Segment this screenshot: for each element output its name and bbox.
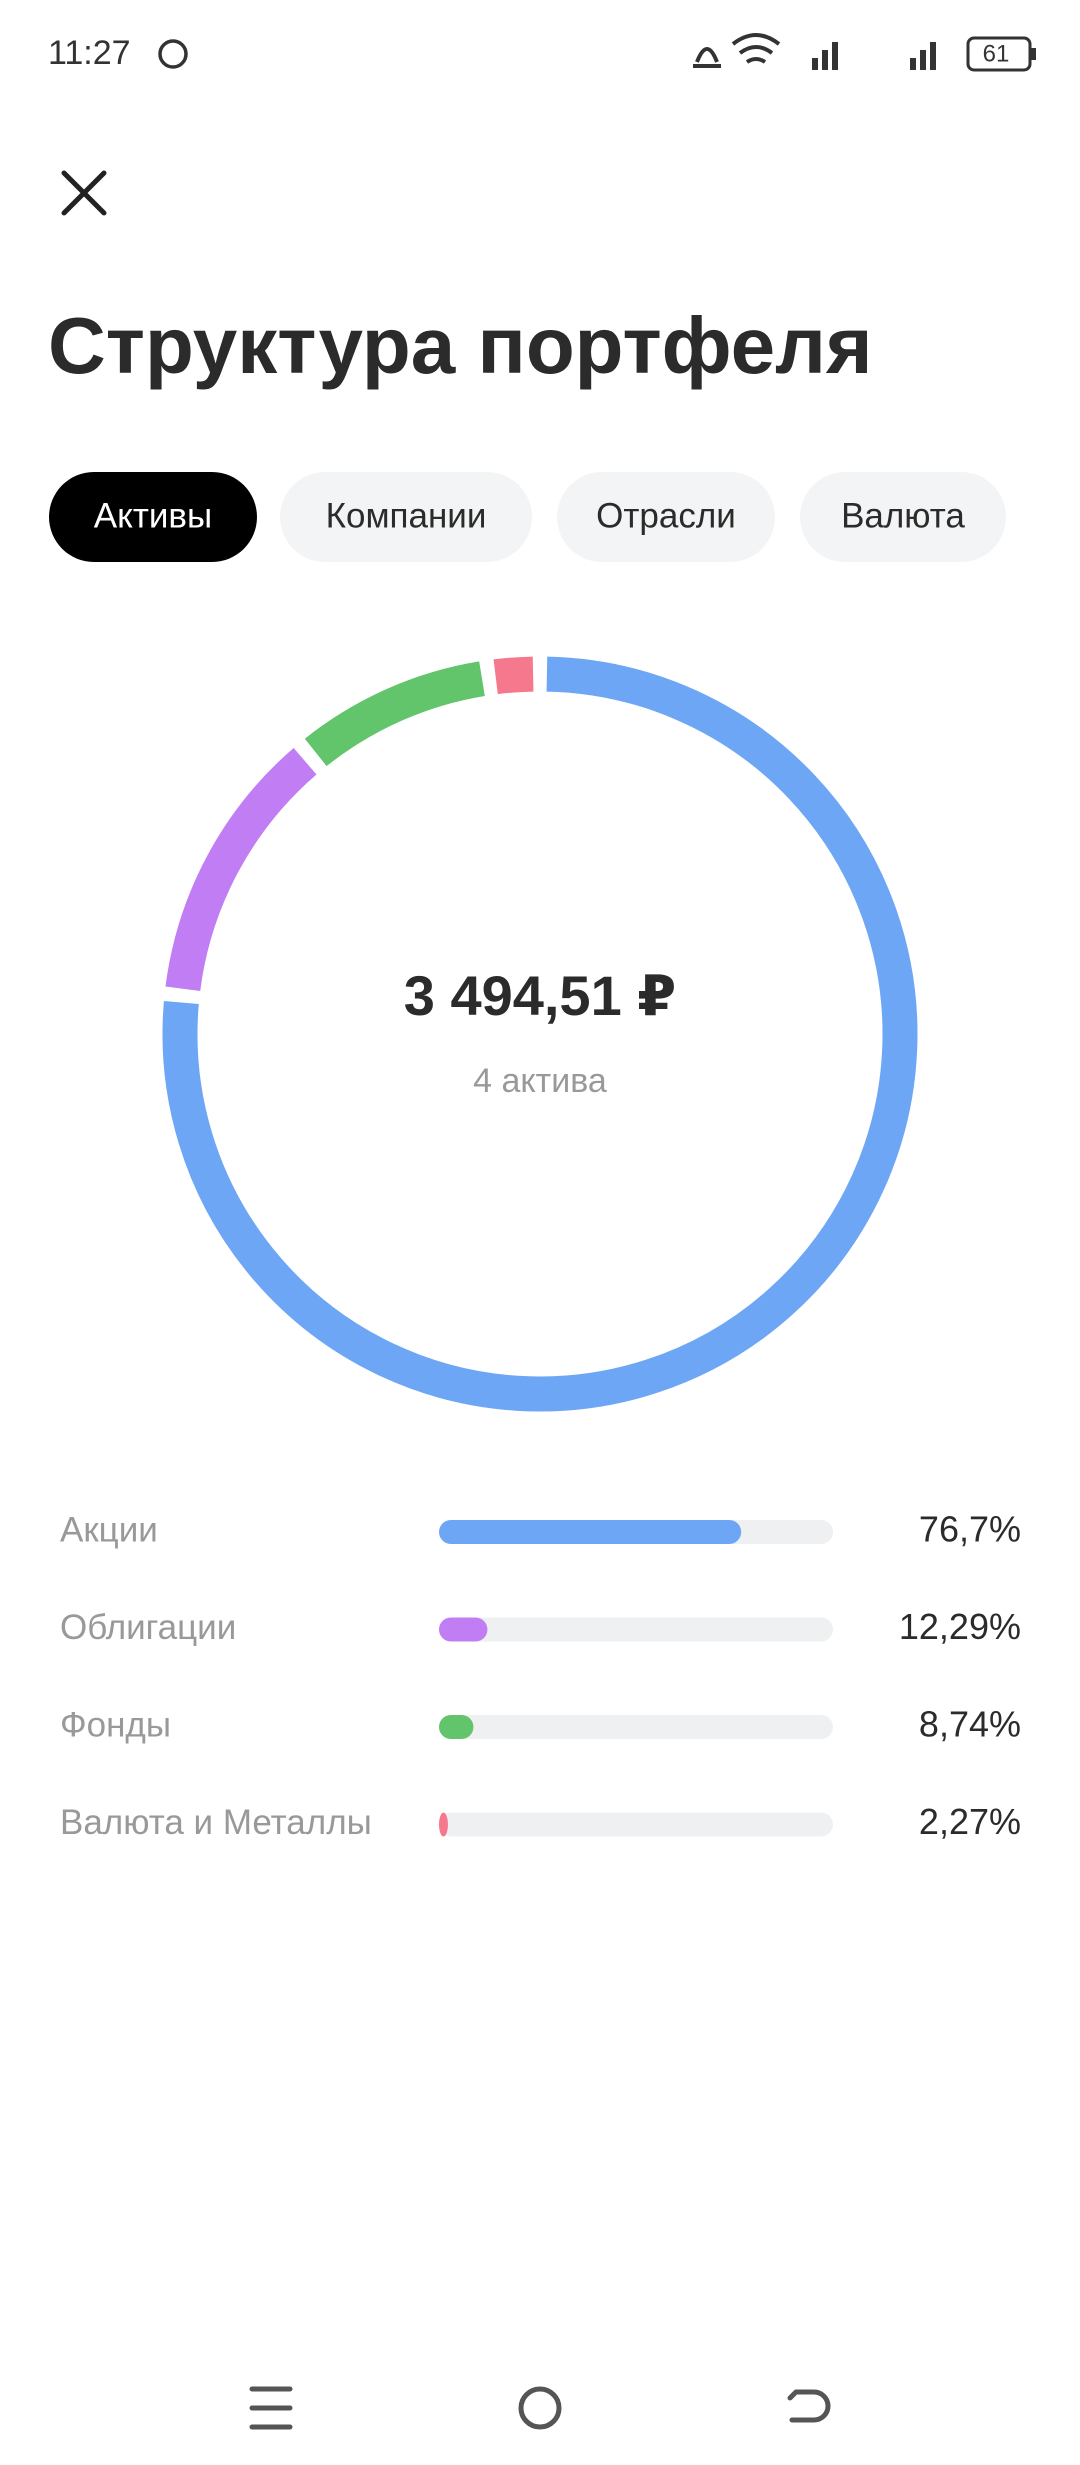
home-button[interactable] — [518, 2386, 562, 2430]
bar — [439, 1520, 742, 1544]
asset-count: 4 актива — [473, 1062, 607, 1100]
page-title: Структура портфеля — [48, 301, 873, 390]
tab-background — [800, 472, 1006, 562]
status-time: 11:27 — [48, 34, 131, 72]
tab[interactable]: Активы — [49, 472, 257, 562]
bar-track — [439, 1617, 833, 1642]
whatsapp-icon — [158, 39, 188, 69]
value-label: 8,74% — [919, 1704, 1021, 1745]
tab-background — [557, 472, 775, 562]
nav-bar — [249, 2386, 831, 2430]
tab[interactable]: Отрасли — [557, 472, 775, 562]
donut-segment — [165, 747, 317, 992]
battery-level: 61 — [983, 40, 1010, 67]
legend-label: Фонды — [60, 1705, 171, 1744]
bar-track — [439, 1812, 833, 1837]
legend: Акции 76,7% Облигации 12,29% Фонды 8,74% Валют… — [60, 1509, 1021, 1843]
tabs: Активы Компании Отрасли Валюта — [49, 472, 1006, 562]
tab[interactable]: Компании — [280, 472, 532, 562]
tab-label: Валюта — [841, 496, 965, 535]
status-icons — [693, 33, 1036, 72]
tab-background — [280, 472, 532, 562]
bar-track — [439, 1715, 833, 1739]
tab-background — [49, 472, 257, 562]
value-label: 12,29% — [899, 1606, 1021, 1647]
donut-segment — [304, 661, 486, 767]
donut-chart — [162, 656, 918, 1412]
legend-label: Облигации — [60, 1608, 236, 1647]
legend-label: Акции — [60, 1510, 158, 1549]
tab-label: Активы — [94, 496, 212, 535]
bar — [439, 1715, 474, 1739]
tab[interactable]: Валюта — [800, 472, 1006, 562]
menu-button[interactable] — [249, 2386, 293, 2430]
value-label: 2,27% — [919, 1801, 1021, 1842]
total-value: 3 494,51 ₽ — [404, 964, 677, 1027]
bar — [439, 1812, 448, 1837]
back-button[interactable] — [787, 2389, 831, 2423]
bar — [439, 1617, 488, 1642]
tab-label: Компании — [326, 496, 487, 535]
value-label: 76,7% — [919, 1509, 1021, 1550]
close-button[interactable] — [61, 170, 107, 216]
donut-segment — [162, 656, 918, 1412]
donut-segment — [493, 656, 534, 695]
legend-label: Валюта и Металлы — [60, 1803, 372, 1842]
tab-label: Отрасли — [596, 496, 736, 535]
